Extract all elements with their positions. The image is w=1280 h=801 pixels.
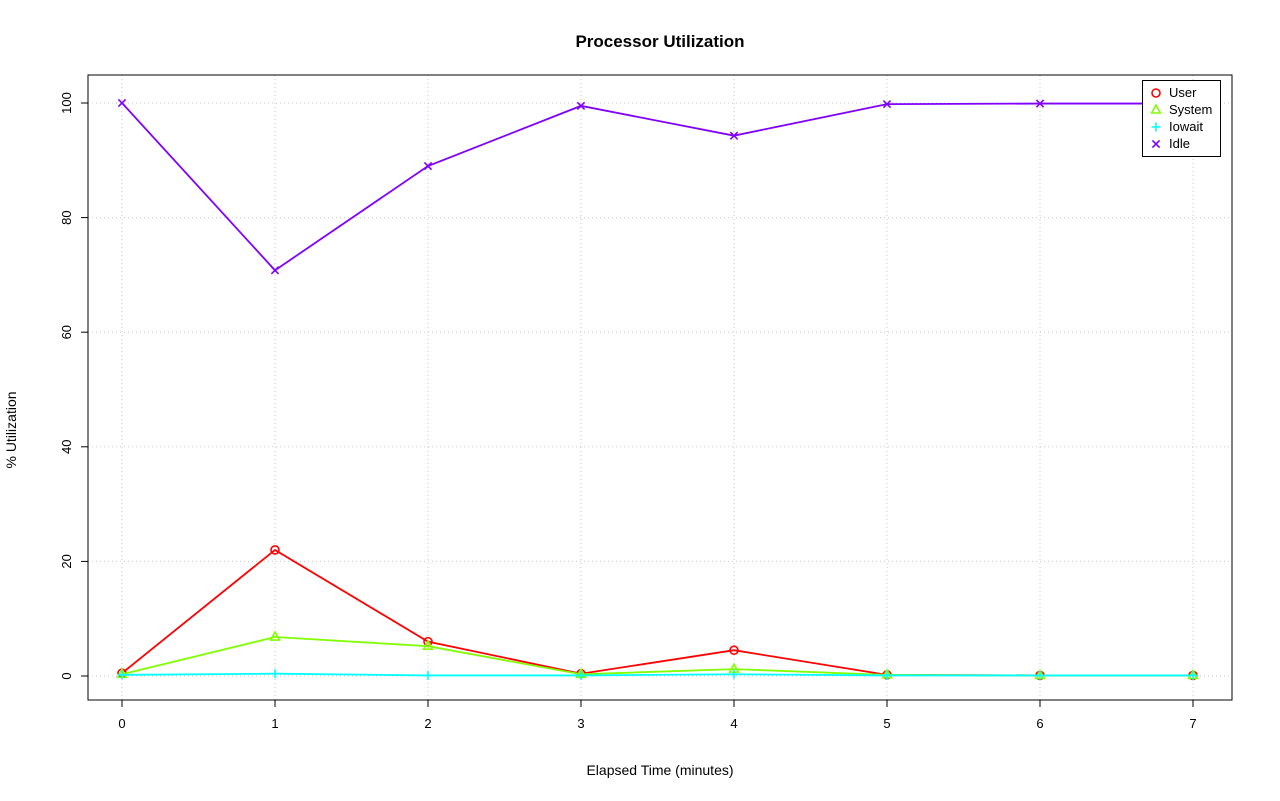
x-tick-label: 0 [118,716,125,731]
idle-x-icon [1147,136,1165,152]
y-tick-label: 100 [59,92,74,114]
legend: User System Iowait Idle [1142,80,1222,157]
legend-label-user: User [1169,85,1197,100]
series-user [117,545,1198,681]
legend-label-idle: Idle [1169,136,1190,151]
y-tick-label: 20 [59,554,74,568]
plot-border [87,74,1233,701]
legend-label-iowait: Iowait [1169,119,1203,134]
series-user-line [121,548,1193,677]
legend-item-user: User [1147,84,1212,101]
series-iowait [117,669,1198,680]
y-tick-label: 40 [59,440,74,454]
legend-item-system: System [1147,101,1212,118]
series-iowait-line [121,672,1193,677]
x-tick-label: 1 [271,716,278,731]
user-circle-icon [1147,85,1165,101]
chart-title: Processor Utilization [575,32,744,51]
axes: 0 1 2 3 4 5 6 7 0 20 40 60 80 100 [59,92,1197,731]
series-idle [117,98,1198,275]
gridlines [88,75,1232,700]
iowait-plus-icon [1147,119,1165,135]
y-tick-label: 60 [59,325,74,339]
series-system-line [121,636,1193,677]
y-tick-label: 80 [59,210,74,224]
system-triangle-icon [1147,102,1165,118]
y-tick-label: 0 [59,672,74,679]
y-axis-label: % Utilization [3,391,19,468]
legend-label-system: System [1169,102,1213,117]
series-system [116,630,1199,680]
x-tick-label: 6 [1036,716,1043,731]
x-tick-label: 5 [883,716,890,731]
x-tick-label: 4 [730,716,737,731]
x-tick-label: 3 [577,716,584,731]
x-tick-label: 2 [424,716,431,731]
series-idle-line [121,102,1193,272]
legend-item-idle: Idle [1147,135,1212,152]
legend-item-iowait: Iowait [1147,118,1212,135]
series-layer [116,98,1199,681]
x-axis-label: Elapsed Time (minutes) [586,762,733,778]
x-tick-label: 7 [1189,716,1196,731]
